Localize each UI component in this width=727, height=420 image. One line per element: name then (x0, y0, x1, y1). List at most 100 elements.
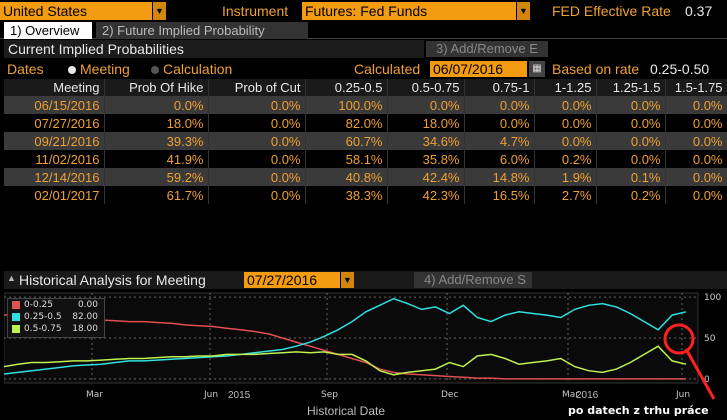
legend-swatch (12, 312, 20, 321)
dates-label: Dates (7, 61, 44, 77)
legend-value: 18.00 (72, 324, 98, 334)
table-row[interactable]: 06/15/2016 0.0% 0.0% 100.0% 0.0% 0.0% 0.0% 0.0%… (4, 96, 727, 114)
table-cell: 0.0% (596, 114, 666, 132)
column-header[interactable]: 1-1.25 (534, 79, 597, 96)
table-cell: 07/27/2016 (4, 114, 105, 132)
historical-chart[interactable]: 0 50 100 Mar Jun Sep Dec Mar Jun 0-0.25 0.00 0.25… (4, 291, 727, 420)
table-cell: 06/15/2016 (4, 96, 105, 114)
section-header-current: Current Implied Probabilities (4, 40, 424, 58)
add-remove-button[interactable]: 3) Add/Remove E (426, 41, 548, 57)
table-row[interactable]: 12/14/2016 59.2% 0.0% 40.8% 42.4% 14.8% 1.9% 0.… (4, 168, 727, 186)
table-cell: 0.0% (534, 114, 597, 132)
table-cell: 0.0% (665, 168, 727, 186)
series-line (4, 297, 687, 375)
column-header[interactable]: 0.5-0.75 (387, 79, 465, 96)
table-cell: 100.0% (305, 96, 388, 114)
tab-overview[interactable]: 1) Overview (4, 22, 92, 39)
legend-label: 0-0.25 (24, 300, 54, 310)
column-header[interactable]: Prob of Cut (208, 79, 306, 96)
table-cell: 0.0% (208, 186, 306, 204)
fed-rate-label: FED Effective Rate (552, 3, 671, 19)
calculation-radio-label: Calculation (163, 61, 233, 77)
table-cell: 0.0% (665, 186, 727, 204)
column-header[interactable]: 0.25-0.5 (305, 79, 388, 96)
calculated-label: Calculated (354, 61, 421, 77)
table-cell: 0.0% (534, 96, 597, 114)
tab-bar: 1) Overview 2) Future Implied Probabilit… (0, 21, 727, 39)
y-tick-label: 50 (704, 334, 716, 344)
table-cell: 59.2% (104, 168, 209, 186)
meeting-select-value: 07/27/2016 (247, 272, 318, 288)
table-cell: 0.0% (104, 96, 209, 114)
table-cell: 09/21/2016 (4, 132, 105, 150)
table-row[interactable]: 02/01/2017 61.7% 0.0% 38.3% 42.3% 16.5% 2.7% 0.… (4, 186, 727, 204)
meeting-radio-label: Meeting (80, 61, 130, 77)
table-cell: 0.0% (665, 132, 727, 150)
collapse-icon[interactable]: ▲ (7, 273, 16, 283)
table-cell: 14.8% (464, 168, 535, 186)
table-cell: 2.7% (534, 186, 597, 204)
top-bar: United States ▼ Instrument Futures: Fed … (0, 0, 727, 21)
chart-legend: 0-0.25 0.00 0.25-0.5 82.00 0.5-0.75 18.00 (7, 298, 105, 338)
chevron-down-icon[interactable]: ▼ (516, 2, 530, 20)
meeting-select[interactable]: 07/27/2016 ▼ (244, 272, 354, 288)
table-cell: 0.0% (464, 96, 535, 114)
legend-value: 0.00 (77, 300, 98, 310)
x-tick-label: Mar (562, 390, 579, 400)
annotation-arrow (684, 348, 716, 400)
table-cell: 0.0% (464, 114, 535, 132)
column-header[interactable]: Prob Of Hike (104, 79, 209, 96)
instrument-select[interactable]: Futures: Fed Funds ▼ (302, 2, 530, 20)
table-cell: 0.0% (208, 114, 306, 132)
series-line (4, 345, 687, 376)
table-cell: 0.0% (208, 132, 306, 150)
meeting-radio[interactable]: Meeting (68, 60, 130, 78)
table-cell: 41.9% (104, 150, 209, 168)
country-select[interactable]: United States ▼ (0, 2, 166, 20)
table-cell: 6.0% (464, 150, 535, 168)
instrument-value: Futures: Fed Funds (305, 3, 428, 19)
chevron-down-icon[interactable]: ▼ (340, 272, 354, 288)
table-cell: 0.2% (534, 150, 597, 168)
legend-item: 0.25-0.5 82.00 (8, 311, 104, 323)
table-cell: 1.9% (534, 168, 597, 186)
x-tick-label: Mar (86, 390, 103, 400)
column-header[interactable]: 0.75-1 (464, 79, 535, 96)
legend-label: 0.5-0.75 (24, 324, 62, 334)
column-header[interactable]: 1.25-1.5 (596, 79, 666, 96)
instrument-label: Instrument (222, 3, 289, 19)
year-label: 2016 (576, 390, 599, 401)
y-tick-label: 0 (704, 375, 710, 385)
table-cell: 60.7% (305, 132, 388, 150)
based-on-value: 0.25-0.50 (650, 61, 710, 77)
table-cell: 4.7% (464, 132, 535, 150)
calculation-radio[interactable]: Calculation (151, 60, 232, 78)
x-tick-label: Jun (203, 390, 218, 400)
calendar-icon[interactable]: ▦ (529, 61, 545, 77)
historical-analysis-label: Historical Analysis for Meeting (19, 272, 206, 288)
chart-svg: 0 50 100 Mar Jun Sep Dec Mar Jun (4, 292, 721, 400)
radio-selected-icon (68, 66, 76, 75)
tab-future-implied-probability[interactable]: 2) Future Implied Probability (96, 22, 308, 39)
table-header-row: Meeting Prob Of Hike Prob of Cut 0.25-0.… (4, 79, 727, 96)
column-header[interactable]: 1.5-1.75 (665, 79, 727, 96)
annotation-circle (663, 323, 695, 355)
table-row[interactable]: 07/27/2016 18.0% 0.0% 82.0% 18.0% 0.0% 0.0% 0.0… (4, 114, 727, 132)
table-cell: 35.8% (387, 150, 465, 168)
chevron-down-icon[interactable]: ▼ (152, 2, 166, 20)
add-remove-series-button[interactable]: 4) Add/Remove S (414, 272, 532, 288)
table-row[interactable]: 09/21/2016 39.3% 0.0% 60.7% 34.6% 4.7% 0.0% 0.0… (4, 132, 727, 150)
table-cell: 16.5% (464, 186, 535, 204)
table-cell: 58.1% (305, 150, 388, 168)
column-header[interactable]: Meeting (4, 79, 105, 96)
legend-swatch (12, 324, 20, 333)
table-cell: 82.0% (305, 114, 388, 132)
legend-swatch (12, 300, 20, 309)
x-tick-label: Sep (321, 390, 338, 400)
table-row[interactable]: 11/02/2016 41.9% 0.0% 58.1% 35.8% 6.0% 0.2% 0.0… (4, 150, 727, 168)
y-tick-label: 100 (704, 293, 721, 303)
calculated-date-field[interactable]: 06/07/2016 (430, 61, 527, 77)
table-cell: 02/01/2017 (4, 186, 105, 204)
table-cell: 61.7% (104, 186, 209, 204)
table-cell: 34.6% (387, 132, 465, 150)
